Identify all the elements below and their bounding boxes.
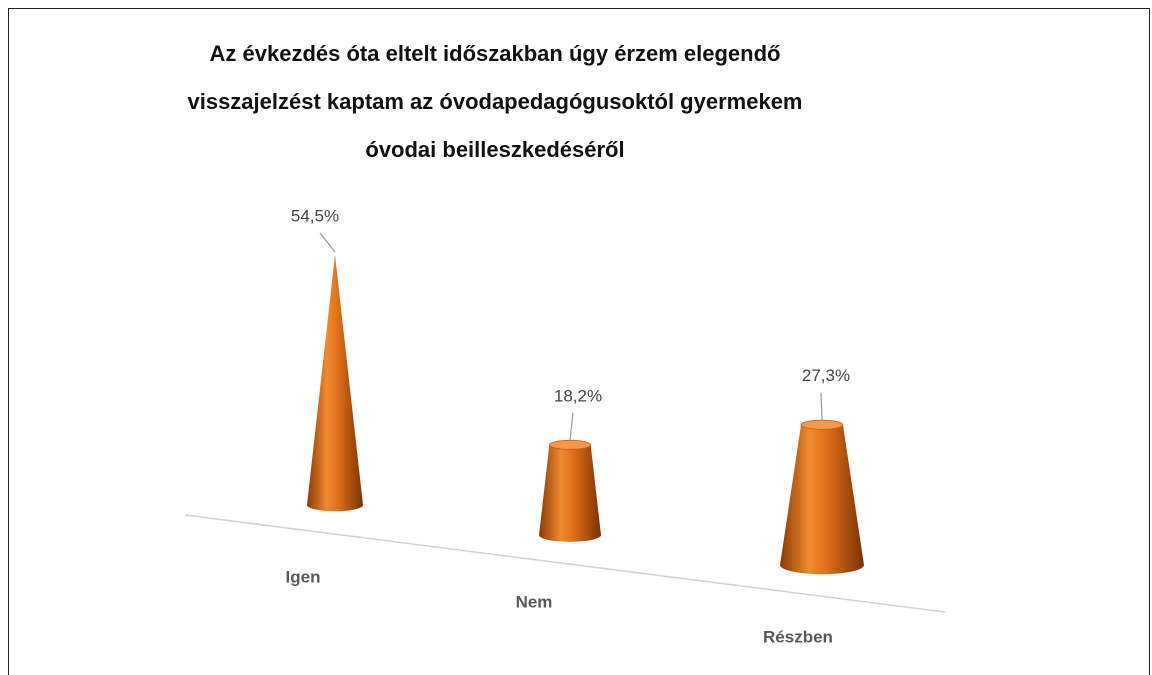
category-label: Nem bbox=[516, 592, 553, 611]
chart-title: Az évkezdés óta eltelt időszakban úgy ér… bbox=[187, 41, 803, 162]
category-label: Részben bbox=[763, 627, 833, 646]
category-label: Igen bbox=[286, 567, 321, 586]
floor-line bbox=[184, 514, 946, 613]
cone bbox=[307, 255, 363, 512]
value-label: 18,2% bbox=[554, 386, 602, 405]
frame bbox=[8, 8, 1150, 675]
leader-line bbox=[319, 232, 336, 253]
leader-line bbox=[569, 412, 574, 441]
cone-top bbox=[800, 419, 844, 430]
cone bbox=[539, 440, 601, 542]
cone bbox=[780, 420, 864, 575]
value-label: 27,3% bbox=[802, 366, 850, 385]
leader-line bbox=[820, 392, 823, 421]
cone-top bbox=[548, 439, 592, 450]
value-label: 54,5% bbox=[291, 206, 339, 225]
